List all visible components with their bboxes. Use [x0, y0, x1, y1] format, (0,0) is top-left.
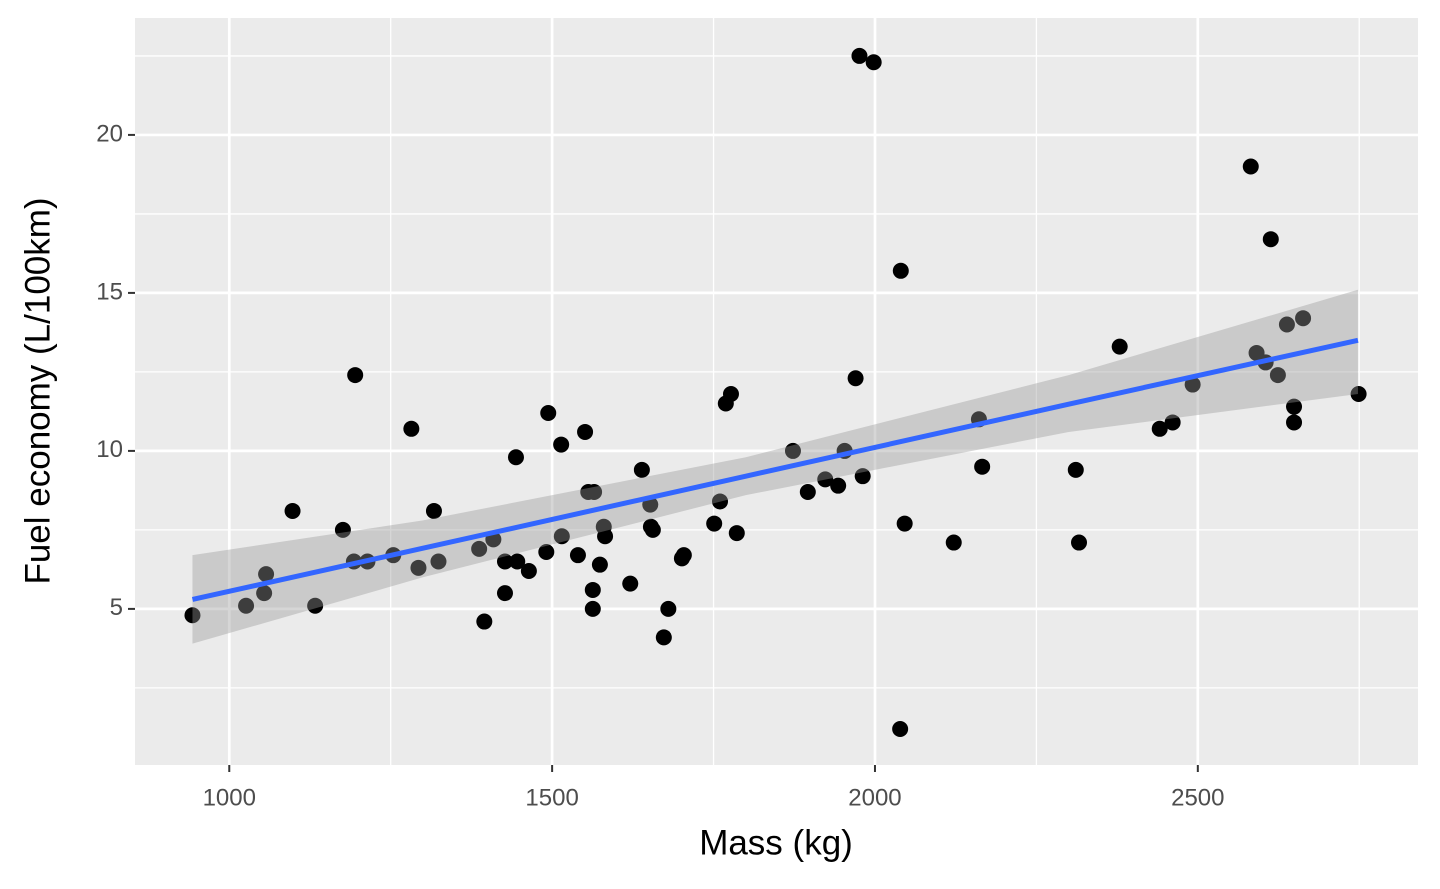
point — [1262, 231, 1279, 248]
point — [1151, 420, 1168, 437]
point — [584, 600, 601, 617]
y-tick-label: 20 — [96, 120, 123, 147]
point — [865, 54, 882, 71]
point — [1184, 376, 1201, 393]
point — [644, 521, 661, 538]
y-tick-label: 10 — [96, 436, 123, 463]
x-tick-label: 1500 — [525, 784, 578, 811]
point — [591, 556, 608, 573]
point — [1295, 310, 1312, 327]
point — [892, 720, 909, 737]
point — [347, 367, 364, 384]
y-axis-title: Fuel economy (L/100km) — [18, 197, 57, 584]
point — [238, 597, 255, 614]
fit-line — [191, 337, 1359, 602]
point — [553, 436, 570, 453]
point — [496, 553, 513, 570]
point — [622, 575, 639, 592]
point — [520, 562, 537, 579]
point — [1278, 316, 1295, 333]
point — [847, 370, 864, 387]
point — [403, 420, 420, 437]
point — [1286, 398, 1303, 415]
y-tick-label: 15 — [96, 278, 123, 305]
point — [586, 483, 603, 500]
point — [540, 404, 557, 421]
point — [712, 493, 729, 510]
point — [728, 525, 745, 542]
point — [896, 515, 913, 532]
point — [830, 477, 847, 494]
point — [1071, 534, 1088, 551]
point — [284, 502, 301, 519]
point — [584, 581, 601, 598]
point — [1269, 367, 1286, 384]
point — [784, 442, 801, 459]
point — [569, 547, 586, 564]
point — [660, 600, 677, 617]
panel — [135, 18, 1418, 765]
point — [633, 461, 650, 478]
point — [507, 449, 524, 466]
point — [817, 471, 834, 488]
point — [1286, 414, 1303, 431]
point — [1164, 414, 1181, 431]
point — [258, 566, 275, 583]
point — [334, 521, 351, 538]
point — [307, 597, 324, 614]
point — [471, 540, 488, 557]
x-axis-title: Mass (kg) — [699, 823, 853, 862]
point — [1350, 386, 1367, 403]
point — [799, 483, 816, 500]
point — [509, 553, 526, 570]
point — [256, 585, 273, 602]
point — [945, 534, 962, 551]
point — [655, 629, 672, 646]
point — [553, 528, 570, 545]
confidence-band — [192, 289, 1358, 644]
point — [430, 553, 447, 570]
x-tick-label: 2000 — [848, 784, 901, 811]
point — [722, 386, 739, 403]
point — [538, 544, 555, 561]
point — [854, 468, 871, 485]
point — [974, 458, 991, 475]
point — [597, 528, 614, 545]
point — [425, 502, 442, 519]
point — [892, 262, 909, 279]
point — [706, 515, 723, 532]
x-tick-label: 2500 — [1171, 784, 1224, 811]
point — [496, 585, 513, 602]
point — [1242, 158, 1259, 175]
point — [675, 547, 692, 564]
point — [851, 47, 868, 64]
y-tick-label: 5 — [110, 594, 123, 621]
point — [476, 613, 493, 630]
point — [410, 559, 427, 576]
point — [1111, 338, 1128, 355]
x-tick-label: 1000 — [203, 784, 256, 811]
point — [577, 423, 594, 440]
point — [184, 607, 201, 624]
point — [1067, 461, 1084, 478]
